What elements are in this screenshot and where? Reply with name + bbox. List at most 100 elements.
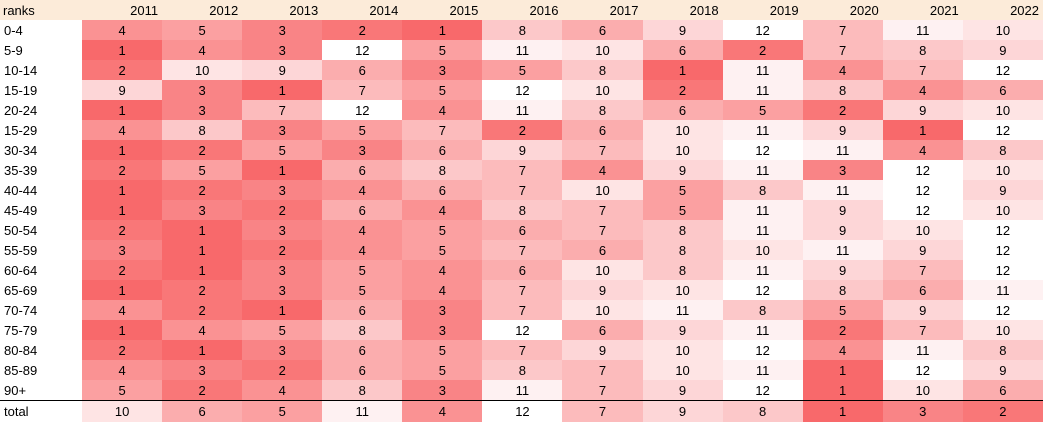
heatmap-cell: 2 <box>162 380 243 401</box>
heatmap-cell: 7 <box>482 180 563 200</box>
heatmap-cell: 1 <box>82 140 163 160</box>
heatmap-cell: 4 <box>322 220 403 240</box>
heatmap-cell: 11 <box>722 320 803 340</box>
heatmap-cell: 4 <box>402 200 483 220</box>
table-row: 70-74 4 2 1 6 3 7 10 11 8 5 9 12 <box>0 300 1043 320</box>
heatmap-cell: 3 <box>82 240 163 260</box>
row-label: 90+ <box>0 380 83 401</box>
heatmap-cell: 4 <box>162 320 243 340</box>
heatmap-cell: 1 <box>642 60 723 80</box>
heatmap-cell: 7 <box>882 260 963 280</box>
heatmap-cell: 7 <box>482 280 563 300</box>
column-header-2014: 2014 <box>322 0 403 20</box>
row-label: 80-84 <box>0 340 83 360</box>
heatmap-cell: 3 <box>322 140 403 160</box>
heatmap-cell: 8 <box>882 40 963 60</box>
heatmap-cell: 12 <box>962 240 1043 260</box>
heatmap-cell: 9 <box>802 260 883 280</box>
table-row: 40-44 1 2 3 4 6 7 10 5 8 11 12 9 <box>0 180 1043 200</box>
heatmap-cell: 11 <box>882 20 963 40</box>
heatmap-cell: 2 <box>162 140 243 160</box>
heatmap-cell: 6 <box>562 320 643 340</box>
heatmap-cell: 5 <box>402 240 483 260</box>
heatmap-cell: 9 <box>802 220 883 240</box>
heatmap-cell: 8 <box>162 120 243 140</box>
heatmap-cell: 1 <box>242 300 323 320</box>
heatmap-cell: 4 <box>802 60 883 80</box>
heatmap-cell: 5 <box>242 400 323 422</box>
heatmap-cell: 2 <box>82 160 163 180</box>
heatmap-cell: 12 <box>482 400 563 422</box>
table-row: 10-14 2 10 9 6 3 5 8 1 11 4 7 12 <box>0 60 1043 80</box>
heatmap-cell: 6 <box>402 140 483 160</box>
heatmap-cell: 6 <box>322 360 403 380</box>
heatmap-cell: 5 <box>402 80 483 100</box>
heatmap-cell: 10 <box>562 300 643 320</box>
heatmap-cell: 6 <box>322 200 403 220</box>
heatmap-cell: 5 <box>242 320 323 340</box>
heatmap-cell: 9 <box>882 300 963 320</box>
row-label: 40-44 <box>0 180 83 200</box>
heatmap-cell: 6 <box>322 340 403 360</box>
heatmap-cell: 8 <box>642 260 723 280</box>
heatmap-cell: 6 <box>162 400 243 422</box>
heatmap-cell: 12 <box>962 60 1043 80</box>
heatmap-cell: 8 <box>962 340 1043 360</box>
heatmap-cell: 10 <box>642 340 723 360</box>
table-row: 90+ 5 2 4 8 3 11 7 9 12 1 10 6 <box>0 380 1043 401</box>
heatmap-cell: 8 <box>722 300 803 320</box>
heatmap-cell: 2 <box>162 180 243 200</box>
heatmap-cell: 1 <box>82 320 163 340</box>
heatmap-cell: 3 <box>242 260 323 280</box>
heatmap-cell: 5 <box>802 300 883 320</box>
row-label: total <box>0 400 83 422</box>
heatmap-cell: 4 <box>402 400 483 422</box>
heatmap-cell: 10 <box>962 20 1043 40</box>
heatmap-cell: 8 <box>482 20 563 40</box>
heatmap-cell: 9 <box>82 80 163 100</box>
row-label: 85-89 <box>0 360 83 380</box>
heatmap-cell: 8 <box>722 400 803 422</box>
heatmap-cell: 1 <box>242 160 323 180</box>
heatmap-cell: 5 <box>402 220 483 240</box>
heatmap-cell: 5 <box>642 180 723 200</box>
heatmap-cell: 3 <box>162 100 243 120</box>
row-label: 15-19 <box>0 80 83 100</box>
row-label: 10-14 <box>0 60 83 80</box>
heatmap-cell: 7 <box>562 380 643 401</box>
heatmap-cell: 2 <box>802 320 883 340</box>
heatmap-cell: 3 <box>802 160 883 180</box>
heatmap-cell: 9 <box>642 320 723 340</box>
column-header-2018: 2018 <box>642 0 723 20</box>
heatmap-cell: 6 <box>562 20 643 40</box>
heatmap-cell: 1 <box>802 400 883 422</box>
heatmap-cell: 12 <box>882 160 963 180</box>
row-label: 15-29 <box>0 120 83 140</box>
row-label: 70-74 <box>0 300 83 320</box>
heatmap-cell: 8 <box>562 60 643 80</box>
heatmap-cell: 8 <box>642 220 723 240</box>
heatmap-cell: 2 <box>162 280 243 300</box>
row-label: 60-64 <box>0 260 83 280</box>
heatmap-cell: 7 <box>562 360 643 380</box>
heatmap-cell: 7 <box>562 400 643 422</box>
heatmap-cell: 9 <box>642 400 723 422</box>
column-header-2019: 2019 <box>722 0 803 20</box>
heatmap-cell: 3 <box>162 360 243 380</box>
heatmap-cell: 7 <box>322 80 403 100</box>
heatmap-cell: 12 <box>722 140 803 160</box>
heatmap-cell: 6 <box>962 80 1043 100</box>
heatmap-cell: 6 <box>482 220 563 240</box>
heatmap-body: 0-4 4 5 3 2 1 8 6 9 12 7 11 10 5-9 1 4 3 12 5 11 10 6 2 7 8 9 10-1… <box>0 20 1043 422</box>
heatmap-cell: 12 <box>882 360 963 380</box>
heatmap-cell: 7 <box>562 200 643 220</box>
heatmap-cell: 6 <box>562 120 643 140</box>
heatmap-cell: 2 <box>162 300 243 320</box>
heatmap-cell: 11 <box>722 220 803 240</box>
heatmap-cell: 1 <box>162 340 243 360</box>
heatmap-cell: 2 <box>82 340 163 360</box>
heatmap-cell: 5 <box>322 260 403 280</box>
heatmap-cell: 3 <box>242 180 323 200</box>
row-label: 50-54 <box>0 220 83 240</box>
heatmap-cell: 6 <box>562 240 643 260</box>
